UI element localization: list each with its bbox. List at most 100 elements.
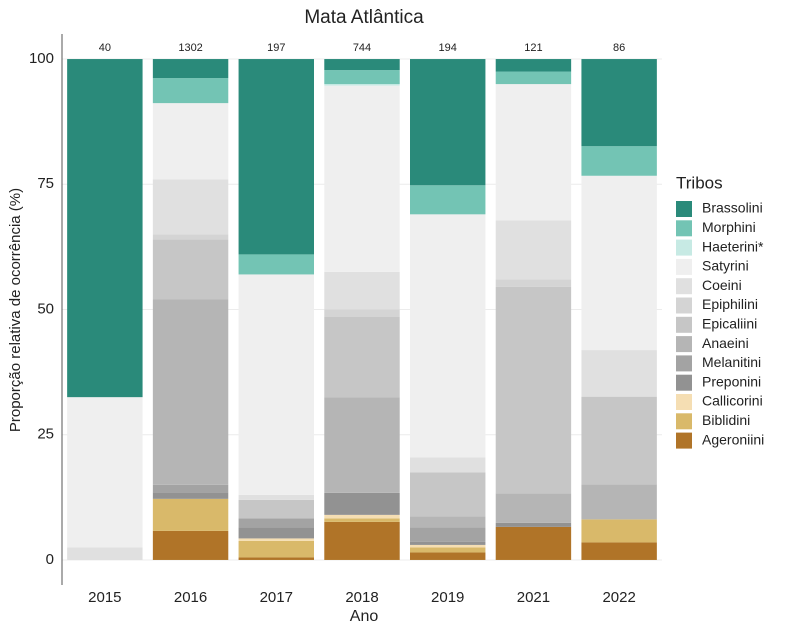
bar-segment bbox=[152, 299, 229, 485]
bar-segment bbox=[238, 494, 314, 500]
x-tick-label: 2019 bbox=[431, 589, 464, 606]
bar-segment bbox=[581, 146, 657, 176]
legend-swatch bbox=[676, 336, 692, 353]
x-tick-label: 2022 bbox=[602, 589, 635, 606]
total-label: 121 bbox=[524, 42, 542, 54]
bar-segment bbox=[581, 59, 657, 147]
legend-label: Satyrini bbox=[702, 258, 749, 274]
bar-segment bbox=[410, 516, 486, 528]
bar-segment bbox=[410, 472, 486, 517]
bar-segment bbox=[324, 397, 400, 493]
legend-swatch bbox=[676, 239, 692, 256]
bar-segment bbox=[152, 103, 229, 180]
bar-segment bbox=[238, 527, 314, 539]
bar-segment bbox=[495, 286, 572, 494]
bar-segment bbox=[495, 59, 572, 72]
bar-segment bbox=[238, 518, 314, 528]
bar-segment bbox=[238, 557, 314, 560]
bar-segment bbox=[410, 527, 486, 542]
x-tick-label: 2021 bbox=[517, 589, 550, 606]
legend-label: Preponini bbox=[702, 373, 761, 389]
legend-swatch bbox=[676, 432, 692, 449]
y-tick-label: 25 bbox=[37, 426, 54, 443]
total-label: 40 bbox=[99, 42, 111, 54]
bar-segment bbox=[410, 552, 486, 560]
y-tick-label: 50 bbox=[37, 300, 54, 317]
bar-segment bbox=[67, 59, 143, 398]
bar-segment bbox=[495, 220, 572, 280]
bar-segment bbox=[152, 234, 229, 240]
bar-segment bbox=[495, 84, 572, 221]
legend-label: Coeini bbox=[702, 277, 742, 293]
bar-segment bbox=[324, 309, 400, 318]
legend-label: Haeterini* bbox=[702, 238, 764, 254]
bar-segment bbox=[495, 526, 572, 560]
legend-swatch bbox=[676, 394, 692, 410]
bar-segment bbox=[324, 521, 400, 560]
bar-segment bbox=[152, 530, 229, 560]
legend-swatch bbox=[676, 278, 692, 295]
bar-segment bbox=[495, 522, 572, 527]
bar-segment bbox=[410, 541, 486, 545]
legend-swatch bbox=[676, 374, 692, 391]
bar-segment bbox=[324, 271, 400, 310]
bar-segment bbox=[152, 179, 229, 235]
bar-segment bbox=[67, 547, 143, 560]
bar-segment bbox=[238, 274, 314, 495]
bar-segment bbox=[238, 540, 314, 558]
total-label: 1302 bbox=[178, 42, 202, 54]
legend-label: Callicorini bbox=[702, 393, 763, 409]
bar-segment bbox=[238, 499, 314, 519]
bar-segment bbox=[410, 544, 486, 548]
bar-segment bbox=[324, 85, 400, 272]
bar-segment bbox=[495, 71, 572, 85]
bar-segment bbox=[324, 492, 400, 515]
chart-title: Mata Atlântica bbox=[304, 7, 424, 28]
legend-swatch bbox=[676, 316, 692, 333]
bar-segment bbox=[152, 239, 229, 300]
bar-segment bbox=[324, 70, 400, 85]
legend-swatch bbox=[676, 413, 692, 430]
bar-segment bbox=[495, 493, 572, 523]
total-label: 744 bbox=[353, 42, 371, 54]
legend-label: Epicaliini bbox=[702, 316, 757, 332]
bar-segment bbox=[152, 59, 229, 79]
legend-swatch bbox=[676, 201, 692, 217]
bar-segment bbox=[495, 279, 572, 287]
bar-segment bbox=[324, 59, 400, 71]
bar-segment bbox=[324, 514, 400, 519]
bar-segment bbox=[410, 547, 486, 553]
bar-segment bbox=[410, 59, 486, 186]
total-label: 197 bbox=[267, 42, 285, 54]
legend-label: Epiphilini bbox=[702, 296, 758, 312]
legend-label: Morphini bbox=[702, 219, 756, 235]
x-tick-label: 2017 bbox=[260, 589, 293, 606]
x-tick-label: 2015 bbox=[88, 589, 121, 606]
y-tick-label: 75 bbox=[37, 175, 54, 192]
legend-swatch bbox=[676, 258, 692, 275]
bar-segment bbox=[410, 214, 486, 458]
x-tick-label: 2016 bbox=[174, 589, 207, 606]
y-axis-title: Proporção relativa de ocorrência (%) bbox=[7, 188, 24, 432]
bar-segment bbox=[238, 59, 314, 255]
bar-segment bbox=[410, 185, 486, 215]
bar-segment bbox=[581, 542, 657, 560]
bar-segment bbox=[324, 518, 400, 522]
legend-title: Tribos bbox=[676, 173, 723, 192]
legend-label: Ageroniini bbox=[702, 431, 764, 447]
bar-segment bbox=[581, 396, 657, 485]
legend-label: Biblidini bbox=[702, 412, 750, 428]
total-label: 194 bbox=[439, 42, 457, 54]
bar-segment bbox=[581, 519, 657, 543]
bar-segment bbox=[581, 175, 657, 351]
legend-swatch bbox=[676, 220, 692, 237]
x-axis-title: Ano bbox=[350, 608, 379, 625]
legend-label: Melanitini bbox=[702, 354, 761, 370]
bar-segment bbox=[324, 84, 400, 86]
legend-label: Brassolini bbox=[702, 200, 763, 216]
bar-segment bbox=[581, 484, 657, 520]
y-tick-label: 100 bbox=[29, 50, 54, 67]
bar-segment bbox=[152, 484, 229, 493]
bar-segment bbox=[238, 538, 314, 541]
